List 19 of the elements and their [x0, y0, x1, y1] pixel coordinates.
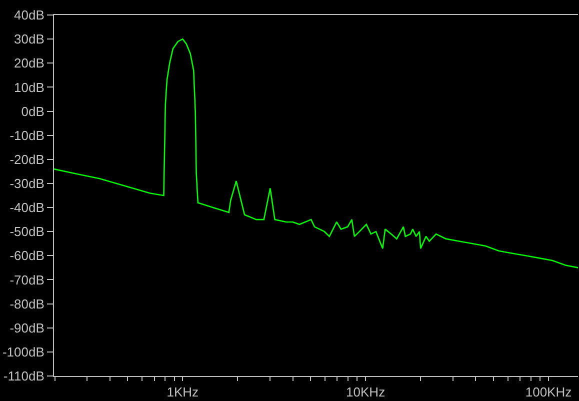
y-tick-label: 30dB — [14, 32, 44, 47]
y-tick-label: 10dB — [14, 80, 44, 95]
y-tick-label: -110dB — [3, 368, 44, 384]
y-tick-label: -30dB — [10, 176, 44, 192]
y-tick-label: -100dB — [2, 344, 44, 360]
y-tick-label: 0dB — [21, 104, 44, 119]
x-tick-label: 1KHz — [166, 384, 199, 400]
y-tick-label: -60dB — [10, 248, 44, 264]
x-tick-label: 10KHz — [346, 384, 386, 400]
y-tick-label: -80dB — [10, 296, 44, 312]
y-tick-label: 20dB — [14, 56, 44, 71]
y-tick-label: 40dB — [14, 8, 44, 23]
y-tick-label: -20dB — [10, 152, 44, 167]
y-tick-label: -50dB — [10, 224, 44, 240]
y-tick-label: -40dB — [10, 200, 44, 216]
x-tick-label: 100KHz — [525, 384, 572, 400]
y-tick-label: -90dB — [10, 320, 44, 336]
y-tick-label: -70dB — [10, 272, 44, 288]
y-tick-label: -10dB — [10, 128, 44, 143]
